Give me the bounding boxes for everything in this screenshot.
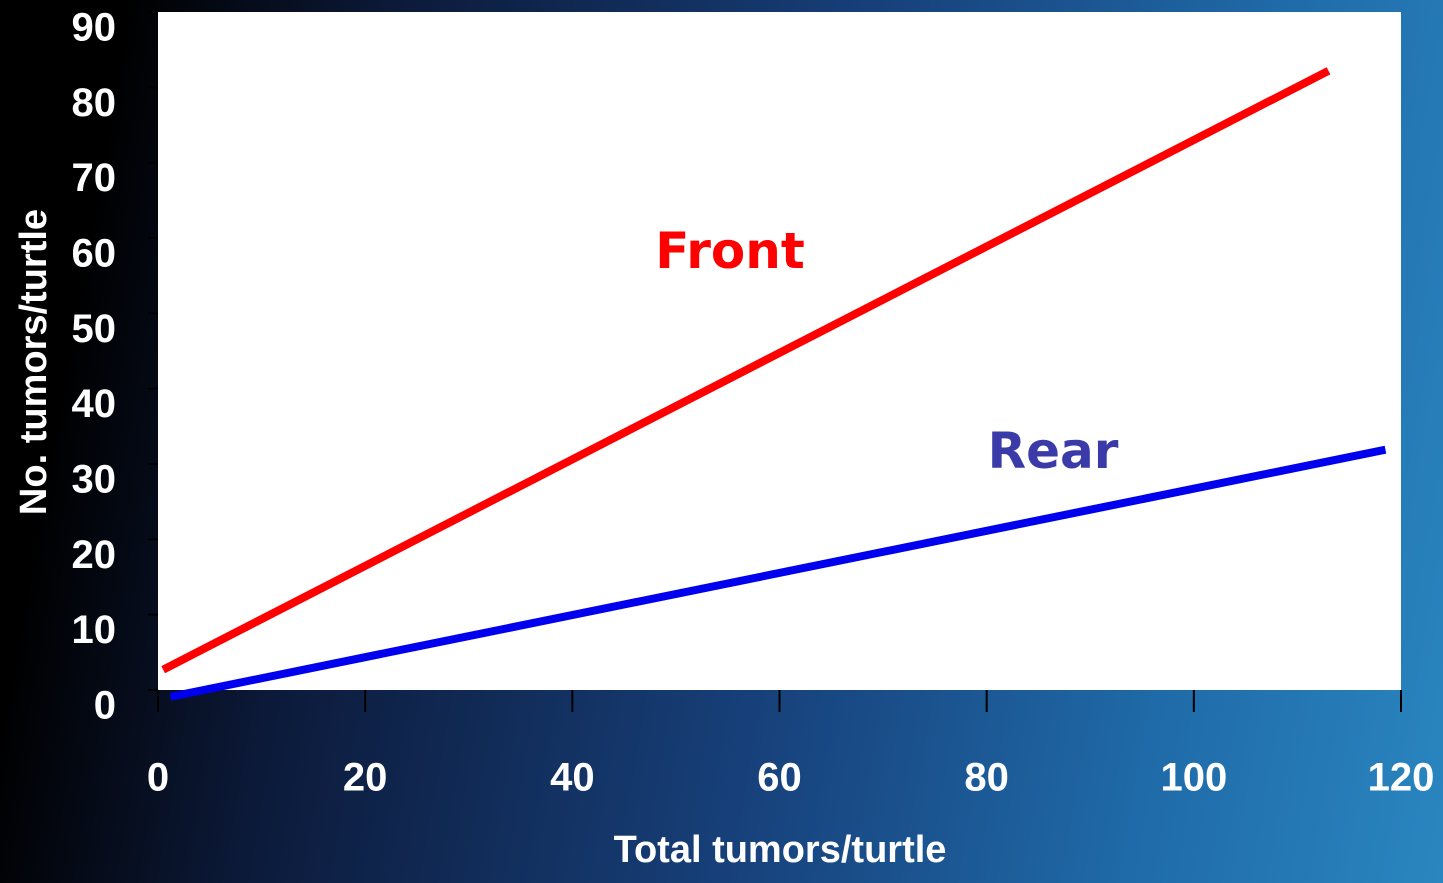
y-tick-label: 10 <box>72 608 117 652</box>
x-tick-label: 60 <box>757 756 802 800</box>
x-tick-label: 100 <box>1160 756 1227 800</box>
y-tick-label: 80 <box>72 81 117 125</box>
y-tick-label: 0 <box>94 684 116 728</box>
x-tick-label: 80 <box>964 756 1009 800</box>
chart: Total tumors/turtle No. tumors/turtle Fr… <box>0 0 1443 883</box>
x-axis-title: Total tumors/turtle <box>614 829 947 871</box>
annotation: Rear <box>988 422 1119 480</box>
x-tick-label: 20 <box>343 756 388 800</box>
y-tick-label: 90 <box>72 6 117 50</box>
y-axis-title: No. tumors/turtle <box>13 209 55 515</box>
y-tick-label: 20 <box>72 533 117 577</box>
annotation: Front <box>655 222 804 280</box>
x-tick-label: 40 <box>550 756 595 800</box>
slide: Total tumors/turtle No. tumors/turtle Fr… <box>0 0 1443 883</box>
y-tick-label: 30 <box>72 458 117 502</box>
x-tick-label: 0 <box>147 756 169 800</box>
y-tick-label: 50 <box>72 307 117 351</box>
y-tick-label: 60 <box>72 232 117 276</box>
y-tick-label: 70 <box>72 156 117 200</box>
x-tick-label: 120 <box>1368 756 1435 800</box>
y-tick-label: 40 <box>72 382 117 426</box>
